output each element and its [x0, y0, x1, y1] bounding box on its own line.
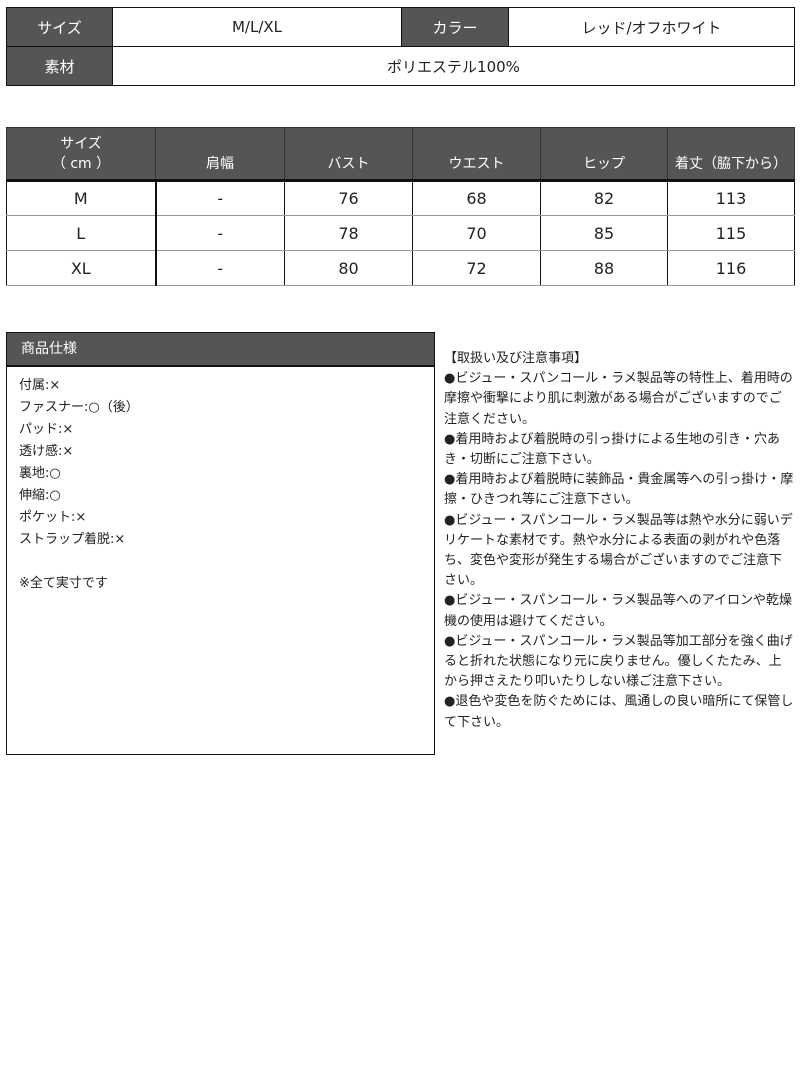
size-value: M/L/XL — [112, 7, 402, 47]
size-header-cell: ヒップ — [540, 127, 668, 182]
spec-item: 裏地:○ — [19, 466, 61, 481]
spec-title: 商品仕様 — [7, 333, 434, 367]
spec-item: ポケット:× — [19, 510, 87, 525]
care-note-item: ●ビジュー・スパンコール・ラメ製品等加工部分を強く曲げると折れた状態になり元に戻… — [444, 633, 793, 690]
size-header-cell: バスト — [284, 127, 413, 182]
care-notes-title: 【取扱い及び注意事項】 — [444, 351, 588, 366]
care-note-item: ●着用時および着脱時の引っ掛けによる生地の引き・穴あき・切断にご注意下さい。 — [444, 431, 780, 468]
table-row: XL -80 72 88 116 — [6, 250, 795, 286]
material-label: 素材 — [6, 46, 113, 86]
care-note-item: ●着用時および着脱時に装飾品・貴金属等への引っ掛け・摩擦・ひきつれ等にご注意下さ… — [444, 472, 794, 508]
care-note-item: ●ビジュー・スパンコール・ラメ製品等へのアイロンや乾燥機の使用は避けてください。 — [444, 593, 793, 629]
size-cell: 72 — [412, 250, 541, 286]
spec-item: ファスナー:○（後） — [19, 400, 139, 415]
size-header-cell: 着丈（脇下から） — [667, 127, 795, 182]
size-label: サイズ — [6, 7, 113, 47]
material-value: ポリエステル100% — [112, 46, 795, 86]
table-row: L -78 70 85 115 — [6, 215, 795, 251]
product-info-table: サイズ M/L/XL カラー レッド/オフホワイト 素材 ポリエステル100% — [6, 7, 795, 86]
spec-item: 伸縮:○ — [19, 488, 61, 503]
color-value: レッド/オフホワイト — [508, 7, 795, 47]
size-cell: - — [155, 180, 285, 216]
size-cell: M — [6, 180, 157, 216]
size-cell: 113 — [667, 180, 795, 216]
spec-item: 付属:× — [19, 378, 61, 393]
size-header-cell: ウエスト — [412, 127, 541, 182]
size-cell: 78 — [284, 215, 413, 251]
care-note-item: ●ビジュー・スパンコール・ラメ製品等は熱や水分に弱いデリケートな素材です。熱や水… — [444, 512, 793, 589]
size-cell: XL — [6, 250, 157, 286]
size-cell: L — [6, 215, 157, 251]
product-spec-box: 商品仕様 付属:× ファスナー:○（後） パッド:× 透け感:× 裏地:○ 伸縮:○ ポケッ… — [6, 332, 435, 755]
spec-note: ※全て実寸です — [19, 576, 108, 591]
size-header-cell: 肩幅 — [155, 127, 285, 182]
spec-item: 透け感:× — [19, 444, 74, 459]
care-note-item: ●ビジュー・スパンコール・ラメ製品等の特性上、着用時の摩擦や衝撃により肌に刺激が… — [444, 371, 793, 427]
size-chart-table: サイズ （ cm ）肩幅 バスト ウエスト ヒップ 着丈（脇下から） M -76 68 82 1… — [6, 127, 795, 286]
size-cell: 76 — [284, 180, 413, 216]
color-label: カラー — [401, 7, 509, 47]
care-note-item: ●退色や変色を防ぐためには、風通しの良い暗所にて保管して下さい。 — [444, 694, 794, 730]
size-cell: 82 — [540, 180, 668, 216]
table-row: M -76 68 82 113 — [6, 180, 795, 216]
size-cell: - — [155, 215, 285, 251]
size-cell: 88 — [540, 250, 668, 286]
spec-item: ストラップ着脱:× — [19, 532, 126, 547]
size-header-cell: サイズ （ cm ） — [6, 127, 156, 182]
spec-item: パッド:× — [19, 422, 74, 437]
care-notes: 【取扱い及び注意事項】 ●ビジュー・スパンコール・ラメ製品等の特性上、着用時の摩… — [444, 349, 794, 733]
size-cell: 115 — [667, 215, 795, 251]
size-cell: 70 — [412, 215, 541, 251]
size-cell: 68 — [412, 180, 541, 216]
size-cell: - — [155, 250, 285, 286]
size-cell: 80 — [284, 250, 413, 286]
size-cell: 85 — [540, 215, 668, 251]
size-cell: 116 — [667, 250, 795, 286]
